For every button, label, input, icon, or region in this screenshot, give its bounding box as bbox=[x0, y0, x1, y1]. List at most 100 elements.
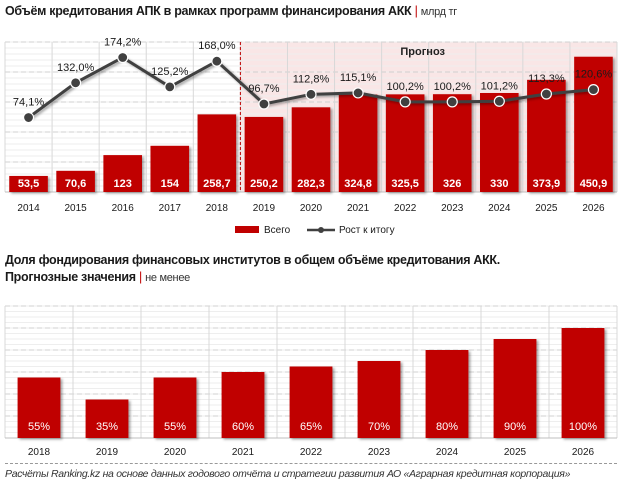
x-tick-2026: 2026 bbox=[582, 203, 605, 214]
bar-label-2018: 55% bbox=[28, 421, 50, 433]
growth-point-2023 bbox=[446, 96, 458, 108]
growth-label-2026: 120,6% bbox=[575, 69, 613, 81]
bar-label-2016: 123 bbox=[114, 178, 132, 190]
legend-bar-label: Всего bbox=[264, 225, 291, 236]
chart2-title: Доля фондирования финансовых институтов … bbox=[5, 253, 500, 284]
x-tick-2024: 2024 bbox=[436, 447, 459, 458]
growth-point-2025 bbox=[540, 88, 552, 100]
bar-label-2025: 373,9 bbox=[533, 178, 561, 190]
growth-point-2018 bbox=[211, 55, 223, 67]
chart2-title-line1: Доля фондирования финансовых институтов … bbox=[5, 253, 500, 267]
growth-point-2026 bbox=[587, 84, 600, 96]
bar-2020 bbox=[291, 107, 331, 192]
chart1-title: Объём кредитования АПК в рамках программ… bbox=[5, 4, 457, 18]
chart1-title-text: Объём кредитования АПК в рамках программ… bbox=[5, 4, 412, 18]
growth-label-2023: 100,2% bbox=[434, 81, 472, 93]
bar-label-2023: 70% bbox=[368, 421, 390, 433]
bar-2015 bbox=[56, 170, 95, 192]
x-tick-2018: 2018 bbox=[206, 203, 229, 214]
bar-2021 bbox=[221, 372, 265, 438]
legend-line-label: Рост к итогу bbox=[339, 225, 395, 236]
x-tick-2025: 2025 bbox=[504, 447, 527, 458]
growth-label-2015: 132,0% bbox=[57, 62, 95, 74]
growth-label-2016: 174,2% bbox=[104, 36, 142, 48]
bar-2018 bbox=[197, 114, 237, 192]
x-tick-2024: 2024 bbox=[488, 203, 511, 214]
x-tick-2019: 2019 bbox=[96, 447, 119, 458]
bar-2022 bbox=[385, 94, 425, 192]
x-tick-2019: 2019 bbox=[253, 203, 276, 214]
bar-2018 bbox=[17, 377, 61, 438]
x-tick-2021: 2021 bbox=[232, 447, 255, 458]
bar-label-2024: 80% bbox=[436, 421, 458, 433]
bar-2016 bbox=[103, 155, 142, 192]
bar-label-2020: 282,3 bbox=[297, 178, 325, 190]
bar-label-2014: 53,5 bbox=[18, 178, 39, 190]
bar-label-2019: 250,2 bbox=[250, 178, 278, 190]
bar-label-2021: 60% bbox=[232, 421, 254, 433]
bar-2019 bbox=[85, 399, 129, 438]
bar-label-2022: 65% bbox=[300, 421, 322, 433]
x-tick-2022: 2022 bbox=[300, 447, 323, 458]
x-tick-2018: 2018 bbox=[28, 447, 51, 458]
bar-2024 bbox=[480, 93, 519, 192]
x-tick-2026: 2026 bbox=[572, 447, 595, 458]
bar-2022 bbox=[289, 366, 333, 438]
bar-label-2020: 55% bbox=[164, 421, 186, 433]
growth-point-2024 bbox=[493, 95, 505, 107]
footer-divider bbox=[5, 463, 617, 464]
x-tick-2020: 2020 bbox=[164, 447, 187, 458]
x-tick-2017: 2017 bbox=[159, 203, 182, 214]
growth-point-2021 bbox=[352, 87, 364, 99]
growth-label-2021: 115,1% bbox=[340, 72, 377, 84]
chart1-title-separator: | bbox=[414, 4, 418, 18]
x-tick-2023: 2023 bbox=[441, 203, 464, 214]
x-tick-2014: 2014 bbox=[17, 203, 40, 214]
bar-2014 bbox=[9, 175, 48, 192]
bar-2021 bbox=[338, 94, 378, 192]
bar-2023 bbox=[357, 361, 401, 438]
growth-point-2015 bbox=[70, 77, 82, 89]
legend-bar-swatch bbox=[235, 226, 259, 233]
source-note: Расчёты Ranking.kz на основе данных годо… bbox=[5, 468, 571, 480]
growth-point-2016 bbox=[117, 51, 129, 64]
x-tick-2020: 2020 bbox=[300, 203, 323, 214]
growth-label-2024: 101,2% bbox=[481, 80, 519, 92]
bar-2019 bbox=[244, 116, 284, 192]
bar-label-2026: 450,9 bbox=[580, 178, 608, 190]
bar-2017 bbox=[150, 145, 190, 192]
chart2-title-separator: | bbox=[138, 270, 142, 284]
x-tick-2015: 2015 bbox=[64, 203, 87, 214]
bar-label-2026: 100% bbox=[569, 421, 597, 433]
x-tick-2025: 2025 bbox=[535, 203, 558, 214]
x-tick-2021: 2021 bbox=[347, 203, 370, 214]
growth-label-2020: 112,8% bbox=[293, 73, 330, 85]
bar-2020 bbox=[153, 377, 197, 438]
bar-label-2019: 35% bbox=[96, 421, 118, 433]
bar-label-2018: 258,7 bbox=[203, 178, 231, 190]
growth-point-2022 bbox=[399, 96, 411, 108]
growth-point-2017 bbox=[164, 81, 176, 93]
bar-2025 bbox=[493, 339, 537, 438]
chart2-unit: не менее bbox=[145, 272, 190, 284]
x-tick-2016: 2016 bbox=[112, 203, 135, 214]
bar-2024 bbox=[425, 350, 469, 438]
growth-label-2022: 100,2% bbox=[386, 81, 424, 93]
chart1-unit: млрд тг bbox=[420, 6, 458, 18]
bar-label-2023: 326 bbox=[443, 178, 461, 190]
bar-label-2021: 324,8 bbox=[344, 178, 372, 190]
bar-2026 bbox=[574, 56, 613, 193]
forecast-label: Прогноз bbox=[400, 46, 445, 58]
x-tick-2022: 2022 bbox=[394, 203, 417, 214]
bar-label-2015: 70,6 bbox=[65, 178, 86, 190]
chart2-title-line2: Прогнозные значения bbox=[5, 270, 136, 284]
growth-label-2014: 74,1% bbox=[13, 97, 44, 109]
growth-label-2017: 125,2% bbox=[151, 66, 189, 78]
growth-point-2019 bbox=[258, 98, 270, 110]
bar-label-2022: 325,5 bbox=[391, 178, 419, 190]
legend-line-marker bbox=[318, 227, 324, 233]
chart1: Прогноз 53,5 70,6 123 154 258,7 250,2 282,3 324,… bbox=[4, 36, 618, 236]
growth-point-2014 bbox=[22, 111, 35, 124]
bar-label-2025: 90% bbox=[504, 421, 526, 433]
bar-2026 bbox=[561, 328, 605, 438]
